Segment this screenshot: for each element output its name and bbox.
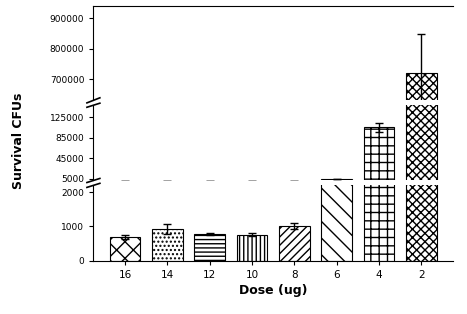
Bar xyxy=(364,0,394,261)
Bar xyxy=(364,260,394,291)
Bar xyxy=(152,229,183,261)
Bar xyxy=(364,127,394,181)
Text: Survival CFUs: Survival CFUs xyxy=(12,93,25,189)
Bar xyxy=(406,73,437,291)
Bar xyxy=(321,179,352,181)
X-axis label: Dose (ug): Dose (ug) xyxy=(239,284,307,297)
Bar xyxy=(194,234,225,261)
Bar xyxy=(110,237,140,261)
Bar xyxy=(406,0,437,181)
Bar xyxy=(406,0,437,261)
Bar xyxy=(321,290,352,291)
Bar xyxy=(237,235,267,261)
Bar xyxy=(321,103,352,261)
Bar xyxy=(279,226,310,261)
